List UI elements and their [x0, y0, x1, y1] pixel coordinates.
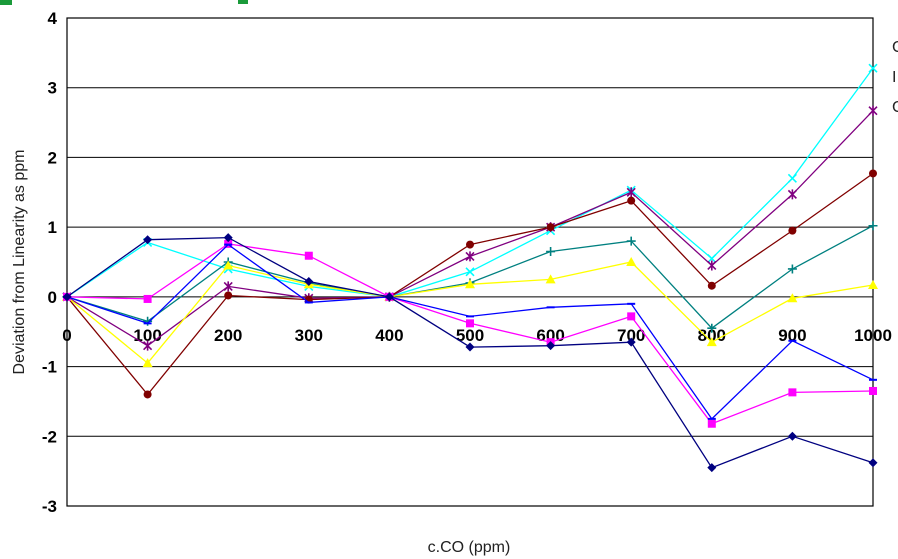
x-tick-label: 200	[214, 326, 242, 345]
data-point	[627, 196, 636, 205]
data-point	[707, 463, 717, 473]
y-tick-label: -2	[42, 427, 57, 446]
x-tick-label: 800	[698, 326, 726, 345]
series-8	[62, 233, 878, 473]
data-point	[868, 105, 878, 116]
data-point	[788, 388, 797, 397]
data-point	[466, 240, 474, 249]
y-tick-label: -1	[42, 358, 57, 377]
x-tick-label: 500	[456, 326, 484, 345]
data-point	[143, 235, 153, 245]
data-point	[546, 247, 556, 257]
data-point	[706, 337, 717, 347]
data-point	[466, 319, 474, 328]
y-tick-label: 0	[48, 288, 57, 307]
data-point	[384, 292, 394, 302]
data-point	[787, 293, 798, 303]
data-point	[707, 260, 717, 271]
data-point	[465, 342, 475, 352]
y-tick-label: 3	[48, 79, 57, 98]
x-tick-labels: 0 100 200 300 400 500 600 700 800 900 1000	[62, 326, 892, 345]
data-point	[546, 223, 555, 232]
data-point	[465, 279, 475, 289]
x-tick-label: 700	[617, 326, 645, 345]
data-point	[304, 251, 313, 260]
data-point	[143, 340, 153, 351]
data-point	[223, 233, 233, 243]
data-point	[304, 277, 314, 287]
data-point	[868, 63, 878, 73]
series-group	[62, 63, 878, 473]
y-tick-label: 2	[48, 148, 57, 167]
y-tick-labels: 4 3 2 1 0 -1 -2 -3	[42, 9, 58, 516]
title-fragment	[0, 0, 248, 5]
data-point	[787, 189, 797, 200]
plot-area	[66, 17, 874, 507]
data-point	[465, 267, 475, 277]
legend: C I C	[892, 39, 898, 116]
y-tick-label: 4	[48, 9, 58, 28]
x-tick-label: 300	[295, 326, 323, 345]
data-point	[868, 221, 878, 231]
title-bar-fragment-2	[238, 0, 248, 4]
legend-entry-1: C	[892, 39, 898, 56]
data-point	[707, 253, 717, 264]
x-tick-label: 900	[778, 326, 806, 345]
x-tick-label: 400	[375, 326, 403, 345]
data-point	[626, 337, 636, 347]
x-tick-label: 0	[62, 326, 71, 345]
data-point	[787, 431, 797, 441]
data-point	[868, 458, 878, 468]
data-point	[62, 292, 72, 302]
y-axis-title: Deviation from Linearity as ppm	[11, 150, 28, 375]
data-point	[626, 257, 637, 266]
data-point	[627, 312, 636, 321]
data-point	[143, 294, 152, 303]
y-tick-label: 1	[48, 218, 57, 237]
gridlines	[67, 87, 873, 437]
data-point	[787, 264, 797, 274]
data-point	[223, 281, 233, 292]
data-point	[545, 274, 556, 284]
y-tick-label: -3	[42, 497, 57, 516]
data-point	[546, 341, 556, 351]
data-point	[224, 291, 233, 300]
data-point	[869, 169, 877, 178]
x-tick-label: 1000	[854, 326, 892, 345]
data-point	[787, 173, 797, 183]
data-point	[788, 226, 797, 235]
data-point	[626, 187, 636, 198]
data-point	[465, 251, 475, 262]
data-point	[707, 419, 716, 428]
data-point	[143, 390, 152, 399]
data-point	[707, 281, 716, 290]
data-point	[868, 280, 878, 290]
title-bar-fragment	[0, 0, 12, 5]
x-axis-title: c.CO (ppm)	[428, 539, 511, 556]
data-point	[707, 323, 717, 333]
legend-entry-2: I	[892, 69, 896, 86]
data-point	[869, 386, 877, 395]
data-point	[626, 236, 636, 246]
data-point	[223, 260, 234, 270]
legend-entry-3: C	[892, 99, 898, 116]
data-point	[142, 358, 153, 368]
